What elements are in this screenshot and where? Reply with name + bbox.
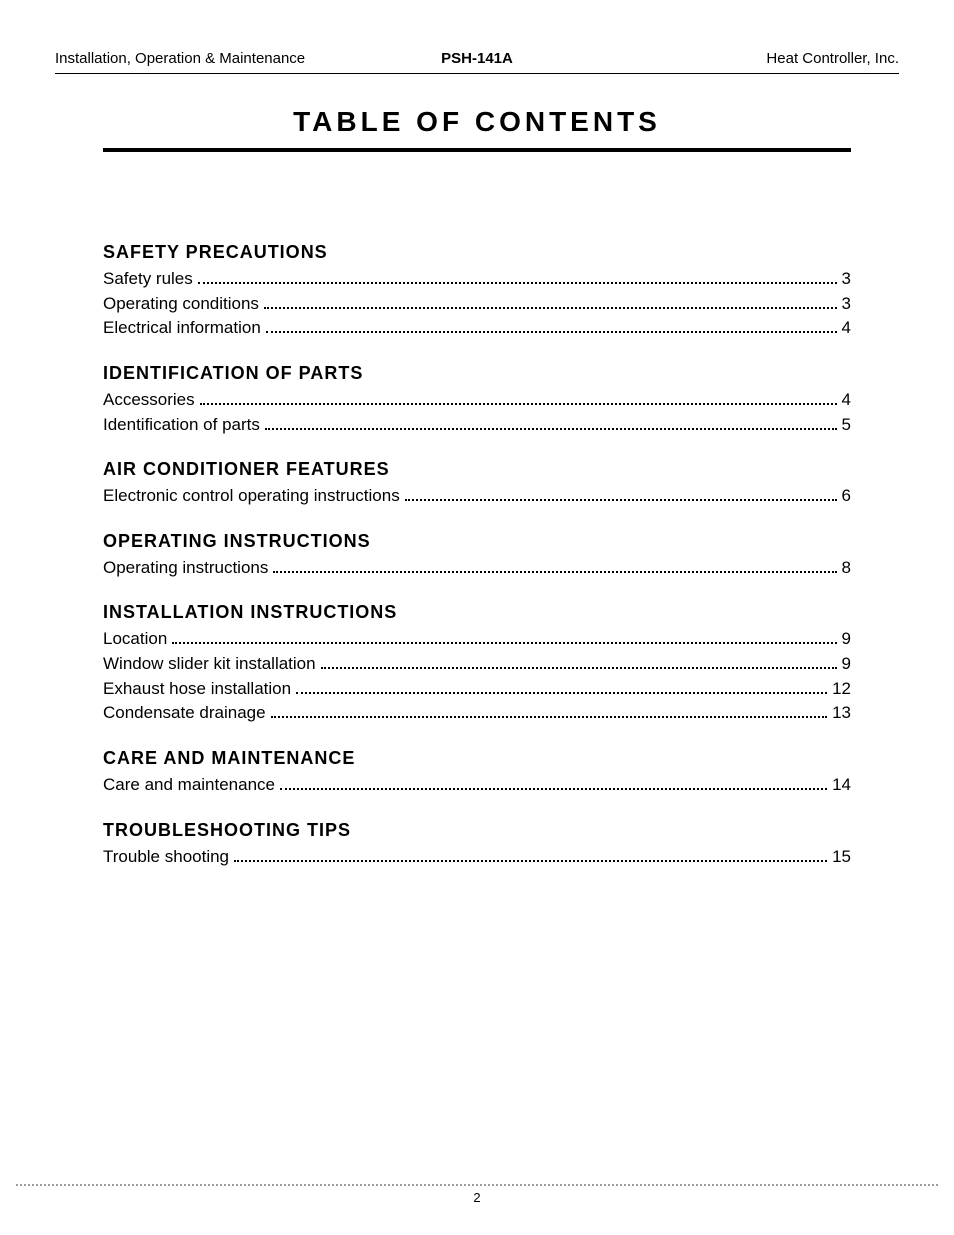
toc-entry-label: Accessories [103,388,198,413]
toc-entry-label: Location [103,627,170,652]
toc-leader-dots [265,428,837,430]
toc-entry-page: 3 [839,267,851,292]
toc-entry-label: Identification of parts [103,413,263,438]
toc-leader-dots [266,331,837,333]
toc-entry: Condensate drainage 13 [103,701,851,726]
toc-entry: Care and maintenance 14 [103,773,851,798]
footer-divider [16,1184,938,1186]
toc-leader-dots [200,403,837,405]
toc-entry-label: Safety rules [103,267,196,292]
toc-entry-page: 3 [839,292,851,317]
page-number: 2 [473,1190,480,1205]
document-page: Installation, Operation & Maintenance PS… [0,0,954,1235]
toc-section: OPERATING INSTRUCTIONS Operating instruct… [103,531,851,581]
toc-entry-page: 6 [839,484,851,509]
toc-entry-label: Care and maintenance [103,773,278,798]
toc-entry: Accessories 4 [103,388,851,413]
toc-entry-page: 12 [829,677,851,702]
section-heading: TROUBLESHOOTING TIPS [103,820,851,841]
toc-leader-dots [280,788,827,790]
toc-section: INSTALLATION INSTRUCTIONSLocation9Window… [103,602,851,726]
section-heading: CARE AND MAINTENANCE [103,748,851,769]
toc-section: IDENTIFICATION OF PARTSAccessories4Ident… [103,363,851,437]
header-model: PSH-141A [336,50,617,67]
section-heading: OPERATING INSTRUCTIONS [103,531,851,552]
toc-entry: Operating instructions 8 [103,556,851,581]
header-company: Heat Controller, Inc. [618,50,899,67]
header-left: Installation, Operation & Maintenance [55,50,336,67]
toc-section: TROUBLESHOOTING TIPS Trouble shooting 15 [103,820,851,870]
title-container: TABLE OF CONTENTS [55,106,899,152]
toc-entry-page: 5 [839,413,851,438]
page-footer: 2 [0,1184,954,1205]
toc-entry-label: Window slider kit installation [103,652,319,677]
toc-entry-label: Operating conditions [103,292,262,317]
toc-entry-page: 4 [839,388,851,413]
toc-entry-page: 15 [829,845,851,870]
toc-leader-dots [271,716,828,718]
toc-entry-page: 13 [829,701,851,726]
section-heading: AIR CONDITIONER FEATURES [103,459,851,480]
toc-leader-dots [234,860,827,862]
toc-entry: Window slider kit installation 9 [103,652,851,677]
toc-entry-page: 14 [829,773,851,798]
toc-leader-dots [321,667,837,669]
toc-entry-label: Condensate drainage [103,701,269,726]
toc-entry-label: Electrical information [103,316,264,341]
toc-entry: Safety rules 3 [103,267,851,292]
section-heading: SAFETY PRECAUTIONS [103,242,851,263]
section-heading: IDENTIFICATION OF PARTS [103,363,851,384]
toc-entry: Electrical information 4 [103,316,851,341]
toc-entry-label: Electronic control operating instruction… [103,484,403,509]
toc-entry-page: 4 [839,316,851,341]
toc-entry: Identification of parts 5 [103,413,851,438]
toc-leader-dots [264,307,837,309]
page-title: TABLE OF CONTENTS [103,106,851,152]
toc-entry: Exhaust hose installation 12 [103,677,851,702]
toc-section: SAFETY PRECAUTIONSSafety rules3Operating… [103,242,851,341]
toc-entry-page: 9 [839,652,851,677]
toc-leader-dots [172,642,836,644]
toc-leader-dots [405,499,837,501]
toc-leader-dots [273,571,836,573]
toc-entry-label: Exhaust hose installation [103,677,294,702]
toc-leader-dots [198,282,837,284]
page-header: Installation, Operation & Maintenance PS… [55,50,899,74]
toc-entry-page: 8 [839,556,851,581]
toc-entry: Trouble shooting 15 [103,845,851,870]
toc-entry: Operating conditions 3 [103,292,851,317]
toc-entry-label: Operating instructions [103,556,271,581]
toc-entry: Location 9 [103,627,851,652]
toc-section: CARE AND MAINTENANCE Care and maintenance… [103,748,851,798]
table-of-contents: SAFETY PRECAUTIONSSafety rules3Operating… [55,242,899,869]
toc-section: AIR CONDITIONER FEATURES Electronic contr… [103,459,851,509]
section-heading: INSTALLATION INSTRUCTIONS [103,602,851,623]
toc-leader-dots [296,692,827,694]
toc-entry-label: Trouble shooting [103,845,232,870]
toc-entry: Electronic control operating instruction… [103,484,851,509]
toc-entry-page: 9 [839,627,851,652]
